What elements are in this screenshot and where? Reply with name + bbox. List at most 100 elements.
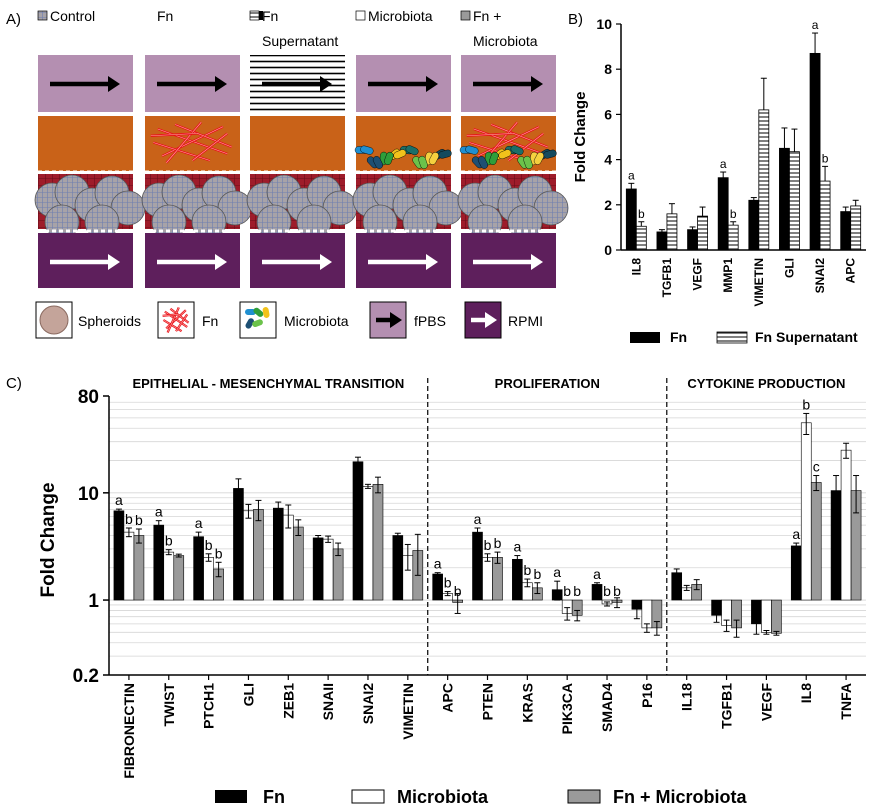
legend-swatch-fn-supernatant	[249, 10, 260, 21]
c-significance-letter: b	[523, 562, 531, 578]
c-bar-fn	[233, 488, 244, 601]
c-y-tick-label: 80	[78, 387, 99, 408]
c-bar-fn	[591, 584, 603, 601]
microbiota-bacterium	[438, 149, 452, 159]
c-bar-microbiota	[761, 599, 772, 633]
key-bacterium	[245, 318, 254, 329]
column-legend-label: Fn	[157, 8, 173, 24]
b-bar-fn	[809, 52, 821, 251]
b-significance-letter: a	[812, 18, 819, 32]
c-legend-swatch-fn	[215, 790, 247, 803]
microbiota-bacterium	[543, 149, 557, 159]
c-category-label: TNFA	[838, 683, 854, 720]
fpbs-flow-arrow-head	[320, 76, 332, 92]
fn-rod-highlight	[490, 124, 548, 148]
b-category-label: TGFB1	[660, 258, 674, 298]
b-y-axis-title: Fold Change	[572, 92, 589, 183]
c-significance-letter: b	[215, 545, 223, 561]
b-y-tick-label: 6	[604, 106, 612, 122]
panel-label-a: A)	[6, 11, 21, 28]
panel-a-schematic: A) Control Fn Fn Supernatant Microbiota Fn + M…	[6, 8, 569, 339]
c-significance-letter: b	[494, 535, 502, 551]
b-significance-letter: a	[720, 157, 727, 171]
b-bar-fn-supernatant	[666, 213, 678, 251]
c-bar-fn	[352, 461, 364, 601]
c-bar-fn-microbiota	[253, 509, 264, 601]
legend-swatch-fn-microbiota	[460, 10, 471, 21]
b-bar-fn-supernatant	[850, 205, 862, 251]
fn-rod-highlight	[150, 133, 197, 137]
legend-swatch-microbiota	[355, 10, 366, 21]
c-significance-letter: a	[553, 564, 561, 580]
b-y-tick-label: 2	[604, 197, 612, 213]
c-significance-letter: a	[513, 539, 521, 555]
c-bar-fn	[512, 558, 523, 601]
c-bar-fn	[472, 531, 483, 601]
rpmi-flow-arrow-head	[215, 254, 227, 270]
b-y-tick-label: 10	[596, 16, 612, 32]
b-bar-fn-supernatant	[789, 151, 800, 251]
b-significance-letter: b	[822, 151, 829, 165]
c-category-label: PTEN	[480, 683, 496, 720]
c-significance-letter: a	[474, 511, 482, 527]
c-significance-letter: b	[533, 566, 541, 582]
c-significance-letter: c	[813, 459, 820, 475]
b-significance-letter: a	[628, 168, 635, 182]
c-category-label: IL8	[798, 683, 814, 703]
c-group-title: PROLIFERATION	[495, 376, 600, 391]
column-legend-label-line2: Microbiota	[473, 33, 538, 49]
b-bar-fn-supernatant	[758, 109, 770, 251]
key-fpbs-arrow-head	[390, 312, 402, 328]
key-label-spheroids: Spheroids	[78, 313, 141, 329]
b-legend-label-supernatant: Fn Supernatant	[755, 329, 858, 345]
b-legend-swatch-supernatant	[716, 331, 748, 344]
c-significance-letter: b	[484, 537, 492, 553]
b-bar-fn	[625, 188, 637, 251]
b-category-label: VIMETIN	[752, 258, 766, 307]
c-bar-fn-microbiota	[372, 484, 384, 601]
c-bar-microbiota	[243, 510, 254, 601]
microbiota-bacterium	[523, 155, 533, 170]
b-category-label: APC	[844, 258, 858, 284]
c-group-title: CYTOKINE PRODUCTION	[687, 376, 845, 391]
c-category-label: TGFB1	[719, 683, 735, 729]
key-label-fpbs: fPBS	[414, 313, 446, 329]
key-fn-rod-highlight	[175, 314, 188, 332]
chamber-column-1: Control	[34, 8, 146, 288]
c-significance-letter: b	[135, 512, 143, 528]
key-rpmi-arrow-head	[485, 312, 497, 328]
microbiota-bacterium	[393, 149, 407, 160]
key-label-rpmi: RPMI	[508, 313, 543, 329]
fn-rod-highlight	[161, 126, 224, 157]
fn-rod-highlight	[192, 133, 228, 161]
c-bar-fn	[272, 507, 284, 601]
b-category-label: MMP1	[721, 258, 735, 293]
chamber-column-5: Fn + Microbiota	[457, 8, 569, 288]
column-legend-label: Fn +	[473, 8, 501, 24]
column-legend-label: Fn	[262, 8, 278, 24]
c-bar-microbiota	[123, 531, 135, 601]
c-category-label: VEGF	[758, 683, 774, 722]
c-bar-microbiota	[840, 449, 852, 601]
c-significance-letter: b	[603, 583, 611, 599]
microbiota-bacterium	[405, 145, 419, 156]
key-bacterium	[262, 307, 270, 318]
c-significance-letter: b	[613, 583, 621, 599]
microbiota-bacterium	[384, 151, 394, 165]
key-label-fn: Fn	[202, 313, 218, 329]
c-category-label: ZEB1	[280, 683, 296, 719]
microbiota-bacterium	[428, 152, 440, 165]
c-category-label: FIBRONECTIN	[121, 683, 137, 779]
c-bar-fn-microbiota	[332, 548, 344, 601]
fn-rod-highlight	[174, 124, 232, 148]
c-category-label: SMAD4	[599, 683, 615, 732]
rpmi-flow-arrow-head	[108, 254, 120, 270]
rpmi-flow-arrow-head	[320, 254, 332, 270]
rpmi-flow-arrow-head	[531, 254, 543, 270]
fn-rod-highlight	[477, 126, 540, 157]
c-bar-microbiota	[203, 557, 214, 601]
panel-label-c: C)	[6, 375, 22, 392]
c-significance-letter: a	[115, 492, 123, 508]
c-category-label: SNAII	[320, 683, 336, 720]
